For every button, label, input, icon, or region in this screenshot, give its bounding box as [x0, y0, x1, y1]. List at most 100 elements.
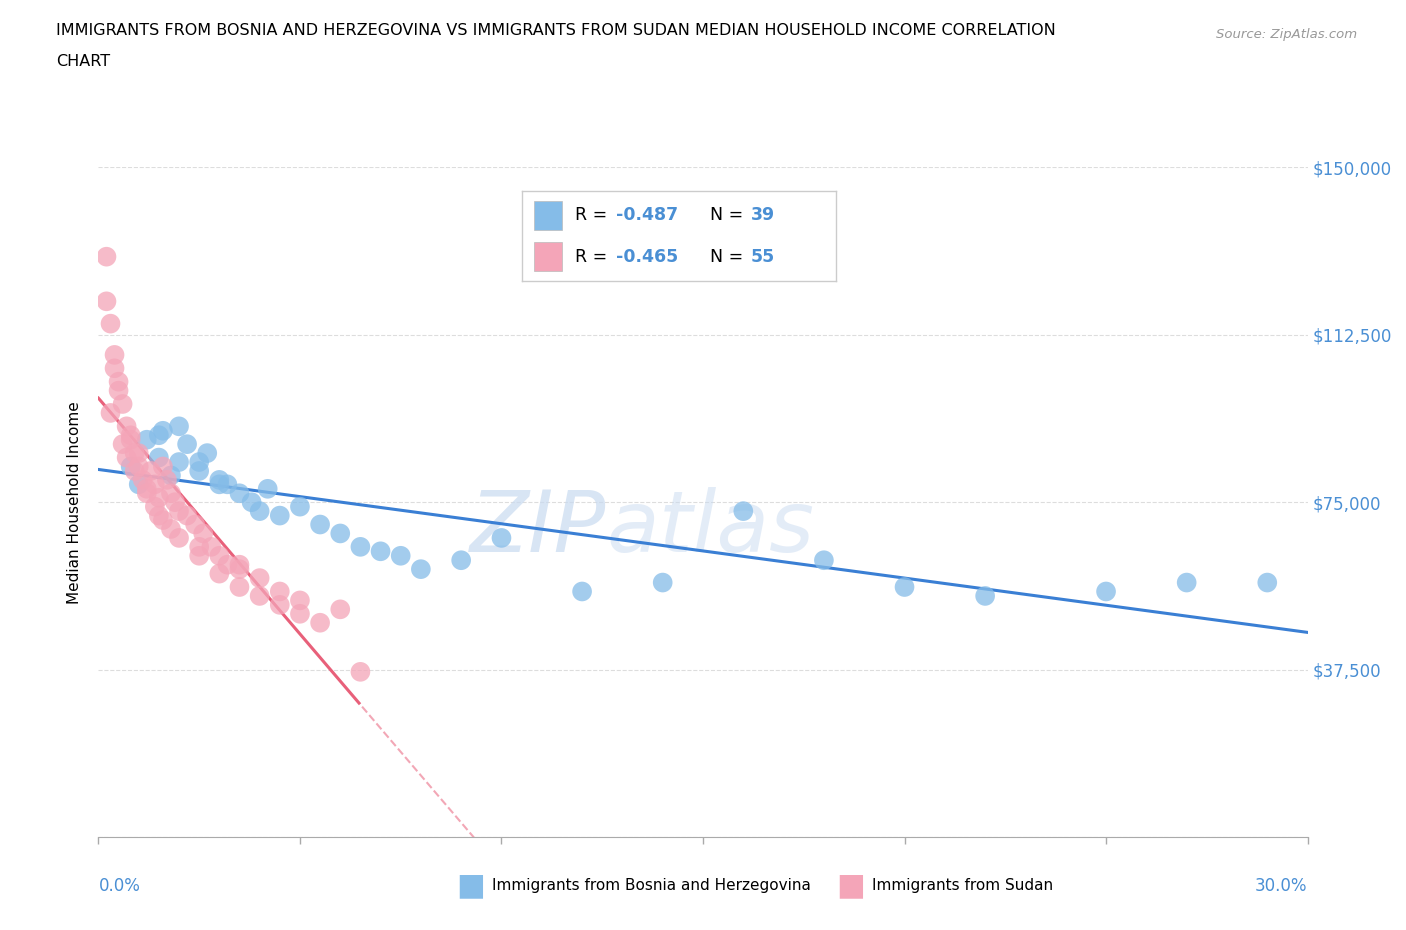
Point [152, 459, 174, 474]
Point [148, 428, 170, 443]
Point [571, 584, 593, 599]
Point [111, 396, 134, 411]
Point [193, 526, 215, 541]
Text: 39: 39 [751, 206, 775, 224]
Point [156, 472, 179, 487]
Point [208, 472, 231, 487]
Point [208, 477, 231, 492]
Bar [534, 243, 562, 272]
Point [120, 432, 142, 447]
Point [217, 557, 239, 572]
Point [813, 552, 835, 567]
Point [148, 508, 170, 523]
Point [148, 490, 170, 505]
Point [115, 418, 138, 433]
Point [269, 597, 291, 612]
Y-axis label: Median Household Income: Median Household Income [67, 401, 83, 604]
Point [329, 526, 352, 541]
Point [228, 579, 250, 594]
Point [309, 517, 332, 532]
Point [160, 485, 183, 500]
Point [228, 557, 250, 572]
Text: Immigrants from Bosnia and Herzegovina: Immigrants from Bosnia and Herzegovina [492, 878, 811, 893]
Point [256, 482, 278, 497]
Point [208, 566, 231, 581]
Point [152, 423, 174, 438]
Point [370, 544, 392, 559]
Point [188, 463, 211, 478]
Text: Source: ZipAtlas.com: Source: ZipAtlas.com [1216, 28, 1357, 41]
Point [120, 428, 142, 443]
Point [128, 445, 150, 460]
Point [143, 499, 166, 514]
Text: 0.0%: 0.0% [98, 877, 141, 896]
Point [96, 294, 118, 309]
Point [309, 616, 332, 631]
Point [160, 522, 183, 537]
Point [103, 348, 125, 363]
Point [240, 495, 263, 510]
Point [152, 512, 174, 527]
Point [733, 504, 755, 519]
Text: -0.487: -0.487 [616, 206, 678, 224]
Point [107, 383, 129, 398]
Point [389, 549, 412, 564]
Point [128, 459, 150, 474]
Text: R =: R = [575, 206, 613, 224]
Point [135, 485, 157, 500]
Point [491, 530, 513, 545]
Point [96, 249, 118, 264]
Text: IMMIGRANTS FROM BOSNIA AND HERZEGOVINA VS IMMIGRANTS FROM SUDAN MEDIAN HOUSEHOLD: IMMIGRANTS FROM BOSNIA AND HERZEGOVINA V… [56, 23, 1056, 38]
Point [128, 477, 150, 492]
Point [1175, 575, 1198, 590]
Point [329, 602, 352, 617]
Point [111, 437, 134, 452]
Text: Immigrants from Sudan: Immigrants from Sudan [872, 878, 1053, 893]
Point [139, 463, 162, 478]
Text: ZIP: ZIP [470, 487, 606, 570]
Text: 55: 55 [751, 247, 775, 266]
Point [288, 593, 311, 608]
Text: 30.0%: 30.0% [1256, 877, 1308, 896]
Point [132, 472, 155, 487]
Point [228, 562, 250, 577]
Point [1256, 575, 1278, 590]
Point [135, 482, 157, 497]
Point [100, 405, 122, 420]
Point [188, 455, 211, 470]
Text: ■: ■ [837, 870, 865, 900]
Point [269, 508, 291, 523]
Text: N =: N = [710, 206, 749, 224]
Point [167, 504, 190, 519]
Point [160, 468, 183, 483]
Point [163, 495, 186, 510]
Point [249, 589, 271, 604]
Text: atlas: atlas [606, 487, 814, 570]
Point [103, 361, 125, 376]
Point [188, 549, 211, 564]
Point [176, 508, 198, 523]
Point [249, 571, 271, 586]
Point [651, 575, 673, 590]
Point [184, 517, 207, 532]
Point [349, 539, 371, 554]
Point [249, 504, 271, 519]
Point [974, 589, 997, 604]
Text: R =: R = [575, 247, 613, 266]
Point [135, 432, 157, 447]
Point [148, 450, 170, 465]
Text: CHART: CHART [56, 54, 110, 69]
Point [124, 445, 146, 460]
Point [409, 562, 432, 577]
Point [208, 549, 231, 564]
Point [200, 539, 222, 554]
Point [349, 664, 371, 679]
Point [124, 463, 146, 478]
Point [288, 499, 311, 514]
Point [288, 606, 311, 621]
Text: ■: ■ [457, 870, 485, 900]
Point [167, 530, 190, 545]
Point [269, 584, 291, 599]
Point [228, 485, 250, 500]
Point [893, 579, 915, 594]
